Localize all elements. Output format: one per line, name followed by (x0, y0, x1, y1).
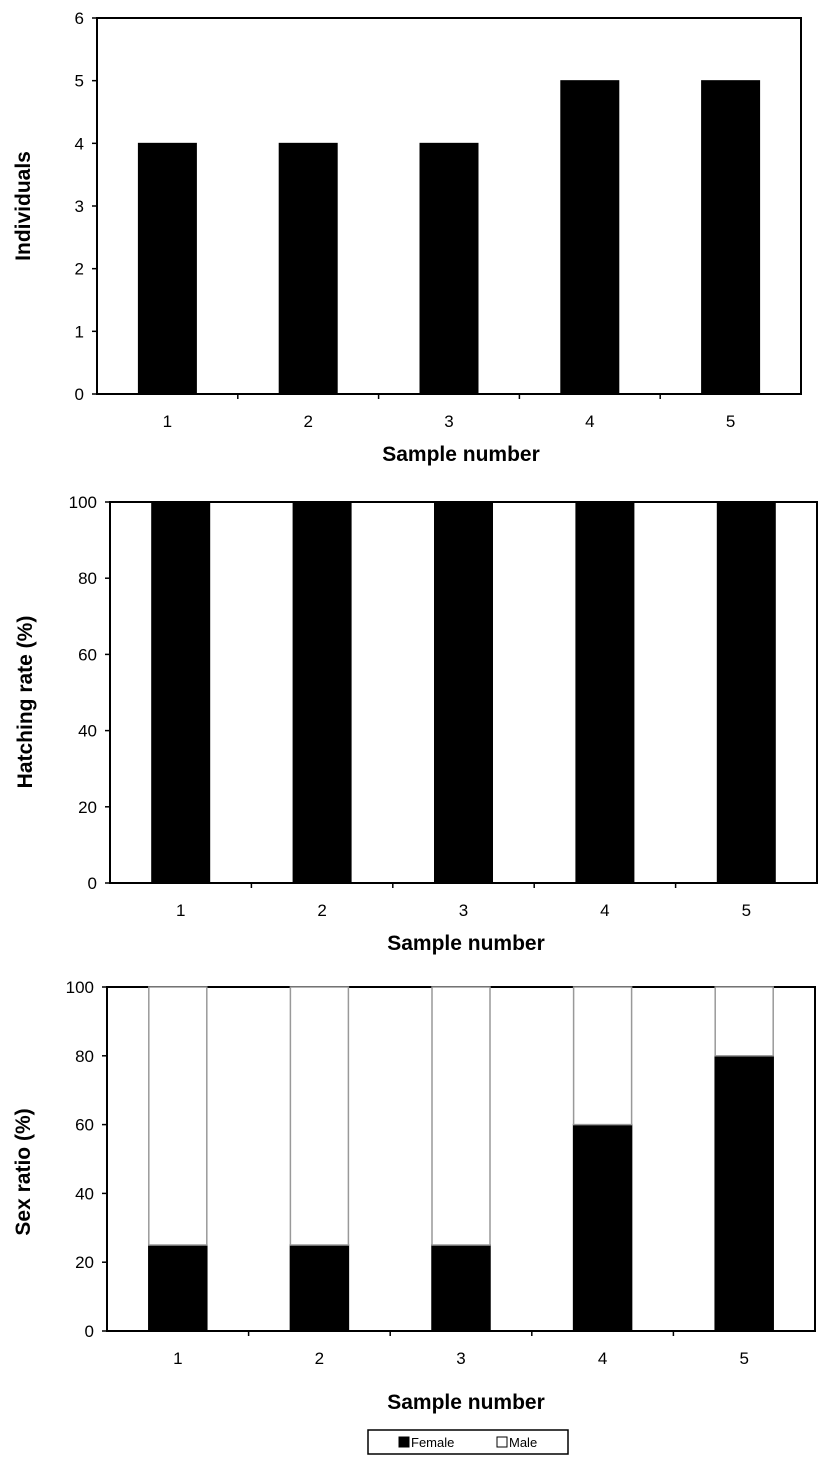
y-tick-label: 60 (75, 1116, 94, 1135)
bar (151, 501, 211, 884)
y-tick-label: 1 (75, 322, 84, 341)
y-tick-label: 5 (75, 72, 84, 91)
x-tick-label: 5 (726, 412, 735, 431)
y-tick-label: 80 (78, 569, 97, 588)
x-ticks: 1 2 3 4 5 (173, 1331, 749, 1368)
y-tick-label: 0 (75, 385, 84, 404)
bar-female-segment (289, 1244, 350, 1332)
bar-male-segment (289, 986, 350, 1246)
y-ticks: 0 20 40 60 80 100 (69, 493, 110, 893)
x-tick-label: 2 (315, 1349, 324, 1368)
x-tick-label: 2 (303, 412, 312, 431)
x-tick-label: 3 (444, 412, 453, 431)
y-tick-label: 40 (75, 1184, 94, 1203)
legend-label-male: Male (509, 1435, 537, 1450)
y-axis-label: Hatching rate (%) (14, 616, 37, 789)
bars (137, 80, 761, 395)
bar-male-segment (572, 986, 633, 1126)
x-axis-label: Sample number (382, 443, 540, 466)
x-tick-label: 4 (585, 412, 594, 431)
bar-male-segment (714, 986, 774, 1057)
individuals-chart: 0 1 2 3 4 5 6 1 2 3 4 5 Sample number Individuals (12, 9, 802, 466)
bar (701, 80, 761, 395)
bar (434, 501, 493, 884)
hatching-rate-chart: 0 20 40 60 80 100 1 2 3 4 5 Sample number Hatchin… (14, 493, 818, 955)
bar (292, 501, 352, 884)
y-axis-label: Individuals (12, 151, 35, 261)
y-ticks: 0 20 40 60 80 100 (66, 978, 107, 1341)
y-tick-label: 20 (75, 1253, 94, 1272)
bar-female-segment (572, 1123, 633, 1332)
bar-female-segment (714, 1055, 774, 1332)
legend-swatch-female (398, 1436, 410, 1448)
x-tick-label: 3 (456, 1349, 465, 1368)
y-tick-label: 3 (75, 197, 84, 216)
bar-male-segment (148, 986, 208, 1246)
bar-female-segment (148, 1244, 208, 1332)
y-tick-label: 100 (66, 978, 94, 997)
x-tick-label: 1 (176, 901, 185, 920)
y-tick-label: 6 (75, 9, 84, 28)
bar (560, 80, 620, 395)
x-tick-label: 5 (742, 901, 751, 920)
x-tick-label: 3 (459, 901, 468, 920)
y-ticks: 0 1 2 3 4 5 6 (75, 9, 97, 404)
x-ticks: 1 2 3 4 5 (163, 394, 735, 431)
y-axis-label: Sex ratio (%) (12, 1108, 35, 1235)
x-tick-label: 1 (163, 412, 172, 431)
legend-label-female: Female (411, 1435, 454, 1450)
y-tick-label: 4 (75, 134, 84, 153)
y-tick-label: 80 (75, 1047, 94, 1066)
x-tick-label: 5 (739, 1349, 748, 1368)
bar (716, 501, 776, 884)
y-tick-label: 100 (69, 493, 97, 512)
x-tick-label: 4 (598, 1349, 607, 1368)
legend-swatch-male (496, 1436, 508, 1448)
x-tick-label: 2 (317, 901, 326, 920)
y-tick-label: 60 (78, 645, 97, 664)
bar (278, 142, 338, 395)
bar (575, 501, 635, 884)
y-tick-label: 0 (85, 1322, 94, 1341)
bar-female-segment (431, 1244, 491, 1332)
legend: Female Male (367, 1429, 569, 1455)
y-tick-label: 40 (78, 722, 97, 741)
x-axis-label: Sample number (387, 932, 545, 955)
bars (151, 501, 776, 884)
x-ticks: 1 2 3 4 5 (176, 883, 751, 920)
x-axis-label: Sample number (387, 1391, 545, 1414)
bar (137, 142, 197, 395)
y-tick-label: 0 (88, 874, 97, 893)
bar-male-segment (431, 986, 491, 1246)
y-tick-label: 20 (78, 798, 97, 817)
y-tick-label: 2 (75, 260, 84, 279)
bar (419, 142, 479, 395)
sex-ratio-chart: 0 20 40 60 80 100 1 2 3 4 5 Sample number Sex rat… (12, 978, 816, 1455)
legend-frame (367, 1429, 569, 1455)
x-tick-label: 4 (600, 901, 609, 920)
bars (148, 986, 774, 1332)
x-tick-label: 1 (173, 1349, 182, 1368)
